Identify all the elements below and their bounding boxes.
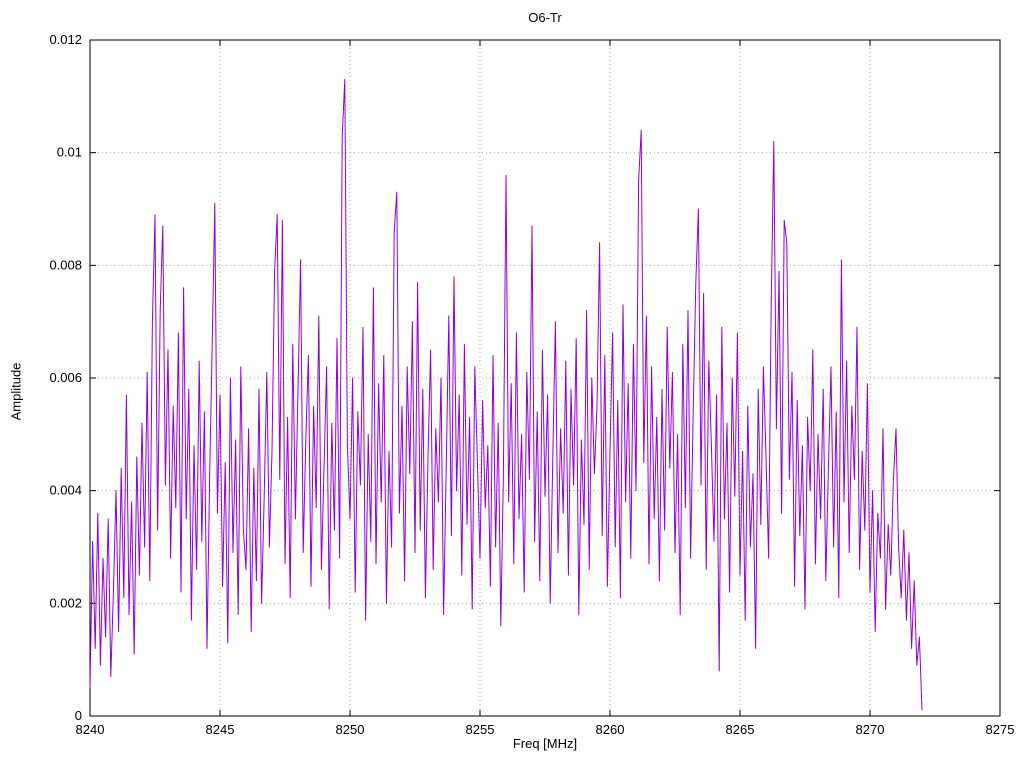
x-tick-label: 8265 [726, 722, 755, 737]
x-tick-label: 8245 [206, 722, 235, 737]
x-axis-label: Freq [MHz] [512, 736, 578, 751]
x-tick-label: 8275 [986, 722, 1015, 737]
y-tick-label: 0.002 [49, 595, 82, 610]
y-tick-label: 0.012 [49, 32, 82, 47]
x-tick-label: 8270 [856, 722, 885, 737]
x-tick-label: 8255 [466, 722, 495, 737]
y-tick-label: 0.006 [49, 370, 82, 385]
y-tick-label: 0 [75, 708, 82, 723]
chart-title: O6-Tr [528, 10, 562, 25]
x-tick-label: 8240 [76, 722, 105, 737]
x-tick-label: 8250 [336, 722, 365, 737]
spectrum-line [89, 78, 923, 711]
y-tick-label: 0.01 [57, 145, 82, 160]
x-tick-label: 8260 [596, 722, 625, 737]
y-tick-label: 0.008 [49, 257, 82, 272]
y-tick-label: 0.004 [49, 483, 82, 498]
